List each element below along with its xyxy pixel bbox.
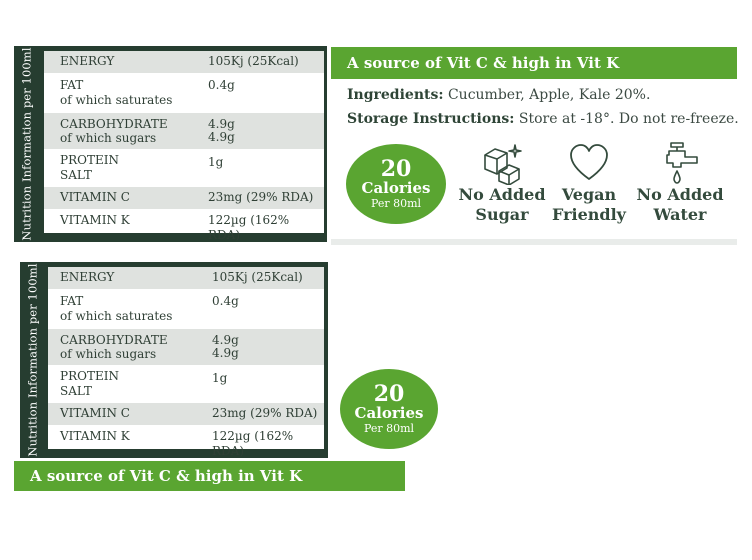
row-label: ENERGY	[60, 270, 115, 284]
row-value-2: 4.9g	[208, 130, 235, 144]
nutrition-panel-top: Nutrition Information per 100ml ENERGY 1…	[14, 46, 327, 242]
nutrition-side-label: Nutrition Information per 100ml	[14, 46, 40, 242]
vitamin-banner-top: A source of Vit C & high in Vit K	[331, 47, 737, 79]
row-label: VITAMIN K	[60, 213, 130, 227]
row-value-2: 4.9g	[212, 346, 239, 360]
calories-badge-bottom: 20 Calories Per 80ml	[340, 369, 438, 449]
feature-text: No Added Water	[636, 185, 724, 224]
tap-icon	[666, 142, 698, 184]
row-value: 105Kj (25Kcal)	[208, 54, 299, 68]
nutrition-row-protein-salt: PROTEIN SALT 1g	[44, 149, 324, 187]
nutrition-row-fat: FAT of which saturates 0.4g	[44, 73, 324, 113]
row-label: VITAMIN K	[60, 429, 130, 443]
row-value: 1g	[208, 155, 224, 169]
feature-vegan-friendly: Vegan Friendly	[549, 141, 629, 225]
sugar-cubes-icon	[484, 144, 522, 185]
row-label: ENERGY	[60, 54, 115, 68]
row-sublabel: of which sugars	[60, 131, 157, 145]
calories-word: Calories	[354, 404, 424, 423]
row-sublabel: of which sugars	[60, 347, 157, 361]
row-value: 23mg (29% RDA)	[208, 190, 314, 204]
ingredients-text: Cucumber, Apple, Kale 20%.	[443, 87, 651, 103]
nutrition-row-carbohydrate: CARBOHYDRATE of which sugars 4.9g 4.9g	[44, 113, 324, 149]
row-label: FAT	[60, 78, 84, 92]
nutrition-row-vitamin-c: VITAMIN C 23mg (29% RDA)	[48, 403, 324, 425]
nutrition-table: ENERGY 105Kj (25Kcal) FAT of which satur…	[48, 267, 324, 458]
row-value: 23mg (29% RDA)	[212, 406, 318, 420]
nutrition-row-energy: ENERGY 105Kj (25Kcal)	[48, 267, 324, 289]
nutrition-panel-bottom: Nutrition Information per 100ml ENERGY 1…	[20, 262, 328, 458]
nutrition-row-vitamin-k: VITAMIN K 122µg (162% RDA)	[44, 209, 324, 242]
nutrition-side-label-text: Nutrition Information per 100ml	[20, 47, 34, 241]
vitamin-banner-text: A source of Vit C & high in Vit K	[347, 54, 620, 72]
calories-number: 20	[380, 156, 412, 183]
row-label: VITAMIN C	[60, 190, 130, 204]
nutrition-side-label-text: Nutrition Information per 100ml	[26, 263, 40, 457]
divider-strip	[331, 239, 737, 245]
feature-text: No Added Sugar	[458, 185, 546, 224]
row-label: CARBOHYDRATE	[60, 117, 168, 131]
row-value: 0.4g	[208, 78, 235, 92]
row-value: 105Kj (25Kcal)	[212, 270, 303, 284]
nutrition-row-protein-salt: PROTEIN SALT 1g	[48, 365, 324, 403]
feature-no-added-water: No Added Water	[633, 141, 727, 225]
feature-no-added-sugar: No Added Sugar	[455, 141, 549, 225]
row-label: VITAMIN C	[60, 406, 130, 420]
row-value: 122µg (162% RDA)	[212, 429, 294, 458]
row-sublabel: SALT	[60, 168, 92, 182]
row-label: FAT	[60, 294, 84, 308]
calories-word: Calories	[361, 179, 431, 198]
feature-text: Vegan Friendly	[552, 185, 626, 224]
calories-number: 20	[373, 381, 405, 408]
nutrition-row-carbohydrate: CARBOHYDRATE of which sugars 4.9g 4.9g	[48, 329, 324, 365]
vitamin-banner-text: A source of Vit C & high in Vit K	[30, 467, 303, 485]
row-sublabel: of which saturates	[60, 309, 173, 323]
row-value: 4.9g	[212, 333, 239, 347]
row-value: 1g	[212, 371, 228, 385]
nutrition-row-vitamin-c: VITAMIN C 23mg (29% RDA)	[44, 187, 324, 209]
row-value: 0.4g	[212, 294, 239, 308]
storage-heading: Storage Instructions:	[347, 111, 515, 127]
calories-per: Per 80ml	[363, 421, 415, 435]
nutrition-row-fat: FAT of which saturates 0.4g	[48, 289, 324, 329]
nutrition-row-energy: ENERGY 105Kj (25Kcal)	[44, 51, 324, 73]
row-label: PROTEIN	[60, 153, 119, 167]
ingredients-line: Ingredients: Cucumber, Apple, Kale 20%.	[347, 87, 650, 103]
storage-text: Store at -18°. Do not re-freeze.	[514, 111, 739, 127]
storage-line: Storage Instructions: Store at -18°. Do …	[347, 111, 739, 127]
ingredients-heading: Ingredients:	[347, 87, 444, 103]
row-label: CARBOHYDRATE	[60, 333, 168, 347]
heart-icon	[570, 144, 608, 180]
row-sublabel: of which saturates	[60, 93, 173, 107]
product-info-box: Ingredients: Cucumber, Apple, Kale 20%. …	[331, 79, 739, 240]
calories-badge-top: 20 Calories Per 80ml	[346, 144, 446, 224]
calories-per: Per 80ml	[370, 196, 422, 210]
nutrition-row-vitamin-k: VITAMIN K 122µg (162% RDA)	[48, 425, 324, 458]
row-label: PROTEIN	[60, 369, 119, 383]
row-value: 4.9g	[208, 117, 235, 131]
nutrition-table: ENERGY 105Kj (25Kcal) FAT of which satur…	[44, 51, 324, 242]
nutrition-side-label: Nutrition Information per 100ml	[20, 262, 46, 458]
row-value: 122µg (162% RDA)	[208, 213, 290, 242]
vitamin-banner-bottom: A source of Vit C & high in Vit K	[14, 461, 405, 491]
row-sublabel: SALT	[60, 384, 92, 398]
